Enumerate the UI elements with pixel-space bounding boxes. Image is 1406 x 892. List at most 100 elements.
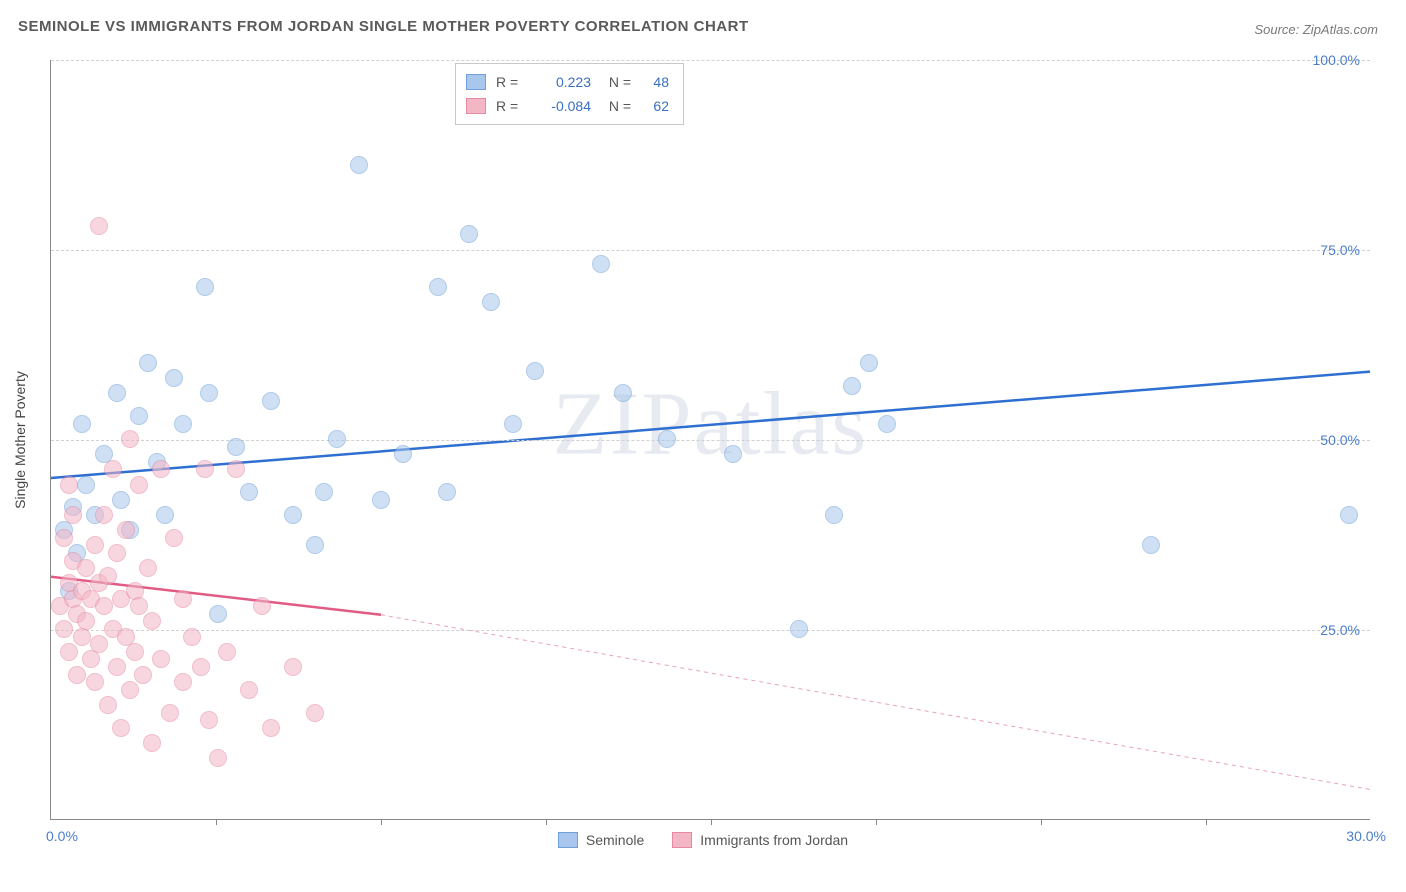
data-point — [200, 384, 218, 402]
y-tick-label: 25.0% — [1320, 622, 1360, 638]
data-point — [526, 362, 544, 380]
data-point — [68, 666, 86, 684]
legend-item-jordan: Immigrants from Jordan — [672, 832, 848, 848]
x-tick-mark — [711, 819, 712, 825]
data-point — [790, 620, 808, 638]
data-point — [95, 597, 113, 615]
swatch-seminole — [558, 832, 578, 848]
data-point — [262, 719, 280, 737]
data-point — [592, 255, 610, 273]
watermark: ZIPatlas — [553, 373, 869, 476]
grid-line — [51, 440, 1370, 441]
x-tick-label: 30.0% — [1346, 828, 1386, 844]
x-tick-mark — [546, 819, 547, 825]
data-point — [200, 711, 218, 729]
correlation-legend: R = 0.223 N = 48 R = -0.084 N = 62 — [455, 63, 684, 125]
data-point — [152, 650, 170, 668]
data-point — [60, 476, 78, 494]
data-point — [112, 491, 130, 509]
data-point — [55, 620, 73, 638]
data-point — [77, 476, 95, 494]
data-point — [90, 635, 108, 653]
data-point — [724, 445, 742, 463]
data-point — [121, 430, 139, 448]
data-point — [328, 430, 346, 448]
data-point — [174, 415, 192, 433]
data-point — [240, 483, 258, 501]
data-point — [183, 628, 201, 646]
r-label: R = — [496, 98, 526, 114]
data-point — [350, 156, 368, 174]
n-value-jordan: 62 — [641, 98, 669, 114]
data-point — [209, 749, 227, 767]
source-attribution: Source: ZipAtlas.com — [1254, 22, 1378, 37]
data-point — [139, 559, 157, 577]
legend-label: Seminole — [586, 832, 644, 848]
swatch-seminole — [466, 74, 486, 90]
series-legend: Seminole Immigrants from Jordan — [0, 832, 1406, 848]
data-point — [227, 438, 245, 456]
data-point — [504, 415, 522, 433]
x-tick-mark — [876, 819, 877, 825]
r-value-seminole: 0.223 — [536, 74, 591, 90]
data-point — [240, 681, 258, 699]
data-point — [77, 559, 95, 577]
data-point — [99, 696, 117, 714]
x-tick-label: 0.0% — [46, 828, 78, 844]
legend-item-seminole: Seminole — [558, 832, 644, 848]
data-point — [860, 354, 878, 372]
y-tick-label: 50.0% — [1320, 432, 1360, 448]
data-point — [86, 536, 104, 554]
data-point — [1142, 536, 1160, 554]
data-point — [73, 628, 91, 646]
data-point — [134, 666, 152, 684]
data-point — [95, 506, 113, 524]
legend-row-seminole: R = 0.223 N = 48 — [466, 70, 669, 94]
data-point — [196, 278, 214, 296]
data-point — [315, 483, 333, 501]
data-point — [460, 225, 478, 243]
data-point — [82, 650, 100, 668]
data-point — [86, 673, 104, 691]
data-point — [482, 293, 500, 311]
data-point — [218, 643, 236, 661]
data-point — [139, 354, 157, 372]
data-point — [394, 445, 412, 463]
r-value-jordan: -0.084 — [536, 98, 591, 114]
x-tick-mark — [1206, 819, 1207, 825]
data-point — [284, 506, 302, 524]
data-point — [64, 506, 82, 524]
data-point — [227, 460, 245, 478]
x-tick-mark — [1041, 819, 1042, 825]
grid-line — [51, 60, 1370, 61]
data-point — [126, 643, 144, 661]
data-point — [161, 704, 179, 722]
data-point — [90, 217, 108, 235]
legend-label: Immigrants from Jordan — [700, 832, 848, 848]
data-point — [196, 460, 214, 478]
data-point — [253, 597, 271, 615]
grid-line — [51, 250, 1370, 251]
data-point — [99, 567, 117, 585]
swatch-jordan — [466, 98, 486, 114]
trend-line — [381, 615, 1370, 790]
data-point — [284, 658, 302, 676]
data-point — [825, 506, 843, 524]
data-point — [156, 506, 174, 524]
data-point — [192, 658, 210, 676]
data-point — [60, 643, 78, 661]
data-point — [614, 384, 632, 402]
data-point — [843, 377, 861, 395]
x-tick-mark — [381, 819, 382, 825]
n-label: N = — [601, 98, 631, 114]
data-point — [1340, 506, 1358, 524]
y-tick-label: 100.0% — [1313, 52, 1360, 68]
n-label: N = — [601, 74, 631, 90]
data-point — [262, 392, 280, 410]
data-point — [174, 590, 192, 608]
data-point — [77, 612, 95, 630]
data-point — [306, 704, 324, 722]
data-point — [143, 612, 161, 630]
y-tick-label: 75.0% — [1320, 242, 1360, 258]
data-point — [121, 681, 139, 699]
